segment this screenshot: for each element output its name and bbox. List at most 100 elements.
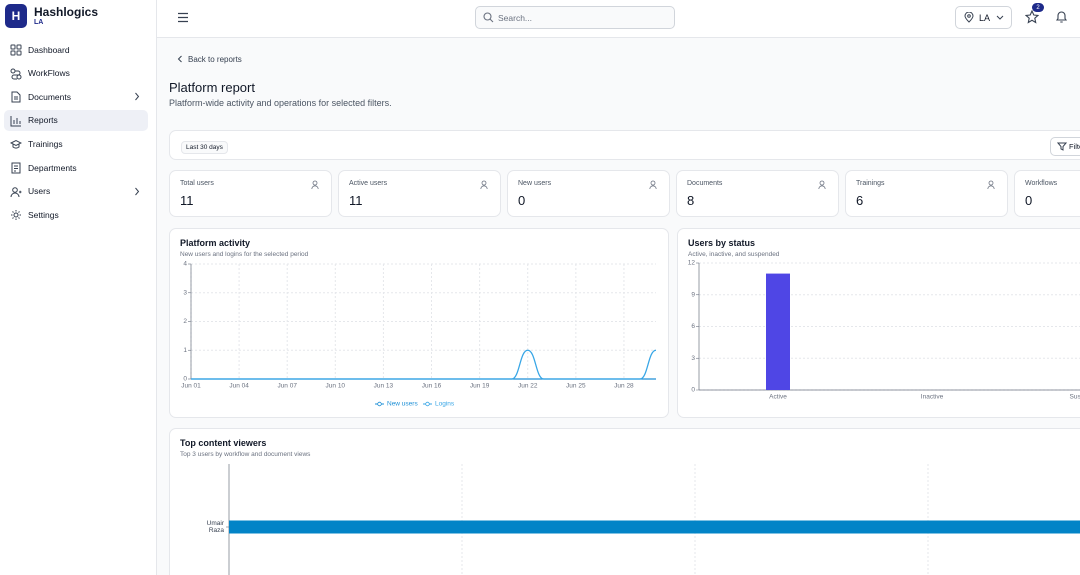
- chart-subtitle: Active, inactive, and suspended: [688, 251, 780, 258]
- filter-bar: Last 30 days Filters: [169, 130, 1080, 160]
- location: LA: [979, 12, 991, 23]
- nav-item[interactable]: Dashboard: [4, 39, 148, 60]
- back-link[interactable]: Back to reports: [188, 55, 242, 64]
- stat-value: 11: [180, 193, 194, 208]
- x-tick-label: Jun 04: [229, 383, 249, 390]
- nav-label: WorkFlows: [28, 68, 70, 79]
- legend-swatch: [377, 401, 382, 407]
- x-tick-label: Jun 10: [326, 383, 346, 390]
- stat-label: Trainings: [856, 180, 885, 187]
- line-chart: 0 1 2 3 4 Jun 01 Jun 04 Jun 07 Jun 10 Jun 13 Jun 1…: [181, 261, 657, 408]
- stat-value: 0: [1025, 193, 1033, 208]
- chart-card: Top content viewers Top 3 users by workf…: [169, 428, 1080, 575]
- chart-card: Users by status Active, inactive, and su…: [677, 228, 1080, 418]
- period-chip[interactable]: Last 30 days: [181, 141, 228, 154]
- stat-card: Trainings 6: [845, 170, 1008, 217]
- x-tick-label: Jun 28: [614, 383, 634, 390]
- legend-label: Logins: [435, 401, 455, 408]
- nav-icon: [11, 162, 21, 174]
- nav-label: Dashboard: [28, 44, 70, 55]
- sidebar: H Hashlogics LA Dashboard WorkFlows Docume…: [0, 0, 157, 575]
- nav-item[interactable]: Trainings: [4, 133, 148, 154]
- stat-label: Documents: [687, 180, 723, 187]
- y-tick-label: 1: [183, 347, 187, 354]
- nav-label: Settings: [28, 209, 59, 220]
- stat-value: 11: [349, 193, 363, 208]
- y-tick-label: 3: [691, 355, 695, 362]
- bar: [229, 520, 1080, 534]
- y-tick-label: 9: [691, 291, 695, 298]
- hbar-chart: [226, 464, 1080, 575]
- filters-button[interactable]: Filters: [1050, 137, 1080, 156]
- x-tick-label: Jun 25: [566, 383, 586, 390]
- chevron: [135, 92, 140, 101]
- nav-icon: [10, 44, 22, 56]
- x-tick-label: Active: [769, 394, 787, 401]
- y-tick-label: 0: [691, 387, 695, 394]
- nav-item[interactable]: Reports: [4, 109, 148, 131]
- chart-subtitle: Top 3 users by workflow and document vie…: [180, 451, 311, 458]
- stat-label: Total users: [180, 180, 214, 187]
- nav-label: Departments: [28, 162, 77, 173]
- stat-card: Active users 11: [338, 170, 501, 217]
- brand: Hashlogics: [34, 5, 99, 19]
- nav-item[interactable]: Users: [4, 181, 148, 202]
- back-icon: [177, 55, 182, 63]
- avatar: H: [5, 4, 27, 28]
- nav-icon: [10, 186, 22, 197]
- nav-icon: [11, 210, 21, 221]
- bar: [766, 273, 790, 390]
- chart-subtitle: New users and logins for the selected pe…: [180, 251, 309, 258]
- notifications-icon[interactable]: [1055, 10, 1068, 24]
- stat-card: Total users 11: [169, 170, 332, 217]
- x-tick-label: Jun 13: [374, 383, 394, 390]
- stat-card: New users 0: [507, 170, 670, 217]
- y-tick-label: 12: [688, 260, 696, 267]
- nav-item[interactable]: Documents: [4, 86, 148, 107]
- main: Search... LA 2 Back to reports Platform …: [157, 0, 1080, 575]
- x-tick-label: Jun 07: [277, 383, 297, 390]
- stat-icon: [987, 180, 995, 190]
- nav-icon: [10, 115, 21, 127]
- chart-title: Platform activity: [180, 238, 251, 248]
- org: LA: [34, 19, 44, 26]
- line-series: [190, 349, 657, 380]
- x-tick-label: Jun 01: [181, 383, 201, 390]
- page-subtitle: Platform-wide activity and operations fo…: [169, 98, 392, 108]
- page-title: Platform report: [169, 80, 255, 95]
- location-select[interactable]: LA: [955, 6, 1012, 29]
- search-placeholder: Search...: [498, 12, 533, 23]
- stat-value: 6: [856, 193, 864, 208]
- y-tick-label: 4: [183, 261, 187, 268]
- chevron: [135, 187, 140, 195]
- legend-swatch: [425, 401, 430, 407]
- menu-icon[interactable]: [177, 12, 189, 23]
- favorites-icon[interactable]: [1025, 10, 1039, 24]
- nav-label: Users: [28, 186, 51, 197]
- stat-icon: [818, 180, 826, 190]
- nav-label: Trainings: [28, 138, 63, 149]
- stat-icon: [480, 180, 488, 190]
- stat-card: Documents 8: [676, 170, 839, 217]
- chart-title: Users by status: [688, 238, 756, 248]
- y-tick-label: 6: [691, 323, 695, 330]
- nav-icon: [10, 68, 22, 80]
- y-tick-label: 2: [183, 318, 187, 325]
- stat-label: Workflows: [1025, 180, 1058, 187]
- y-tick-label: 3: [183, 289, 187, 296]
- search[interactable]: Search...: [475, 6, 675, 29]
- stat-icon: [649, 180, 657, 190]
- nav-label: Documents: [28, 91, 71, 102]
- badge: 2: [1032, 3, 1044, 12]
- x-tick-label: Jun 22: [518, 383, 538, 390]
- nav-item[interactable]: WorkFlows: [4, 63, 148, 84]
- nav-icon: [11, 91, 21, 103]
- stat-icon: [311, 180, 319, 190]
- x-tick-label: Jun 19: [470, 383, 490, 390]
- topbar: Search... LA 2: [157, 0, 1080, 38]
- nav-item[interactable]: Departments: [4, 157, 148, 178]
- y-tick-label: Umair Raza: [206, 520, 224, 534]
- nav-item[interactable]: Settings: [4, 204, 148, 225]
- nav-icon: [10, 140, 22, 150]
